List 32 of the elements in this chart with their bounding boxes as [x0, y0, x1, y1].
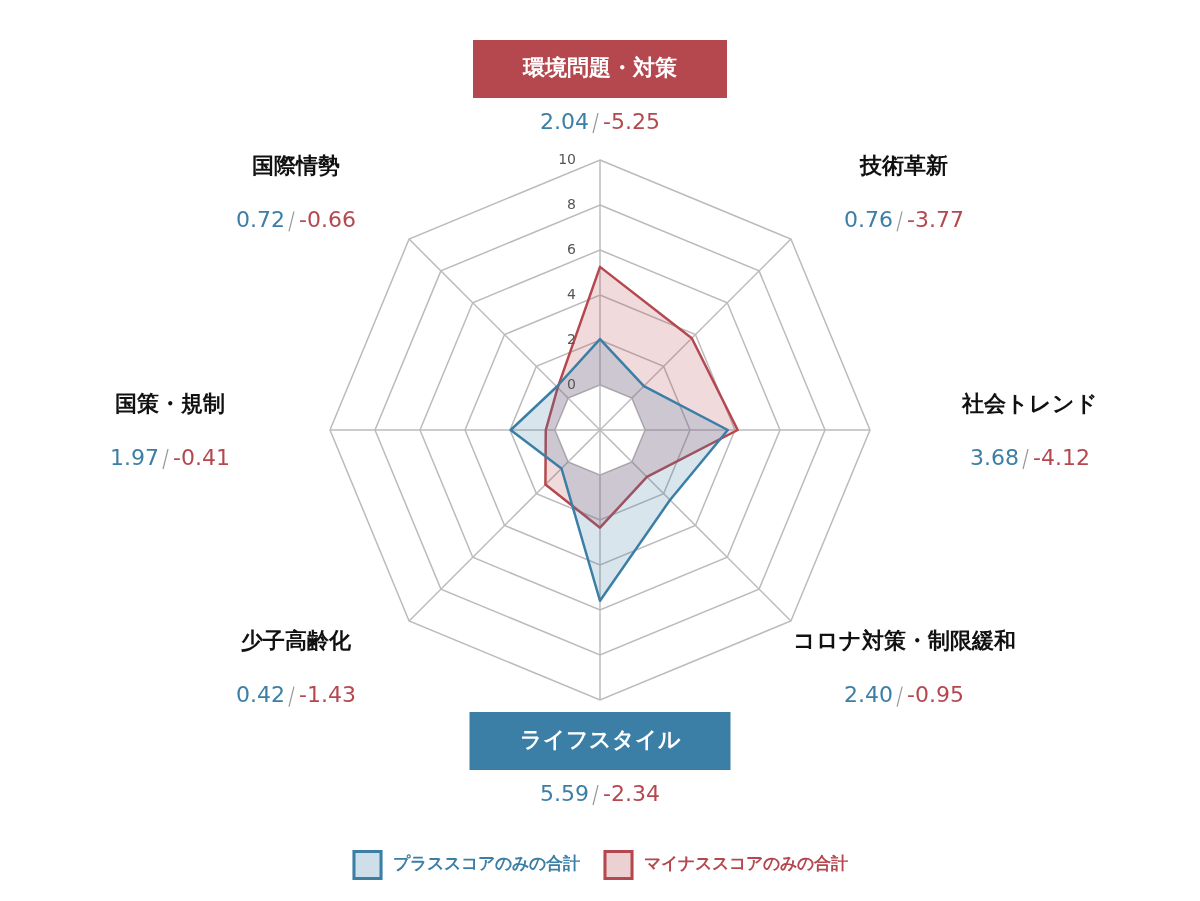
- spoke-label: 国際情勢: [251, 153, 340, 179]
- spoke-label: 技術革新: [859, 153, 949, 179]
- text: 2.40: [844, 682, 894, 708]
- spoke-label: コロナ対策・制限緩和: [792, 628, 1016, 654]
- text: 0.76: [844, 207, 894, 233]
- text: -0.41: [173, 444, 230, 470]
- text: 1.97: [110, 444, 160, 470]
- spoke-label: ライフスタイル: [519, 726, 681, 752]
- text: -0.66: [298, 207, 356, 233]
- y-tick-label: 6: [567, 240, 577, 257]
- text: 3.68: [970, 444, 1020, 470]
- text: -4.12: [1033, 444, 1090, 470]
- text: 2.04: [540, 108, 590, 134]
- y-tick-label: 8: [567, 195, 576, 212]
- text: -3.77: [907, 207, 965, 233]
- spoke-label: 少子高齢化: [240, 628, 352, 654]
- y-tick-label: 2: [567, 330, 576, 347]
- text: -2.34: [603, 780, 660, 806]
- text: -5.25: [603, 108, 660, 134]
- y-tick-label: 0: [567, 375, 576, 392]
- spoke-label: 社会トレンド: [961, 390, 1098, 416]
- text: -0.95: [907, 682, 965, 708]
- legend-label: マイナススコアのみの合計: [643, 853, 848, 874]
- text: 5.59: [540, 780, 590, 806]
- y-tick-label: 4: [567, 285, 577, 302]
- text: -1.43: [298, 682, 356, 708]
- spoke-label: 国策・規制: [115, 390, 225, 416]
- text: 0.72: [235, 207, 285, 233]
- legend-label: プラススコアのみの合計: [392, 853, 580, 874]
- spoke-label: 環境問題・対策: [522, 54, 677, 80]
- text: 0.42: [235, 682, 285, 708]
- y-tick-label: 10: [558, 150, 576, 167]
